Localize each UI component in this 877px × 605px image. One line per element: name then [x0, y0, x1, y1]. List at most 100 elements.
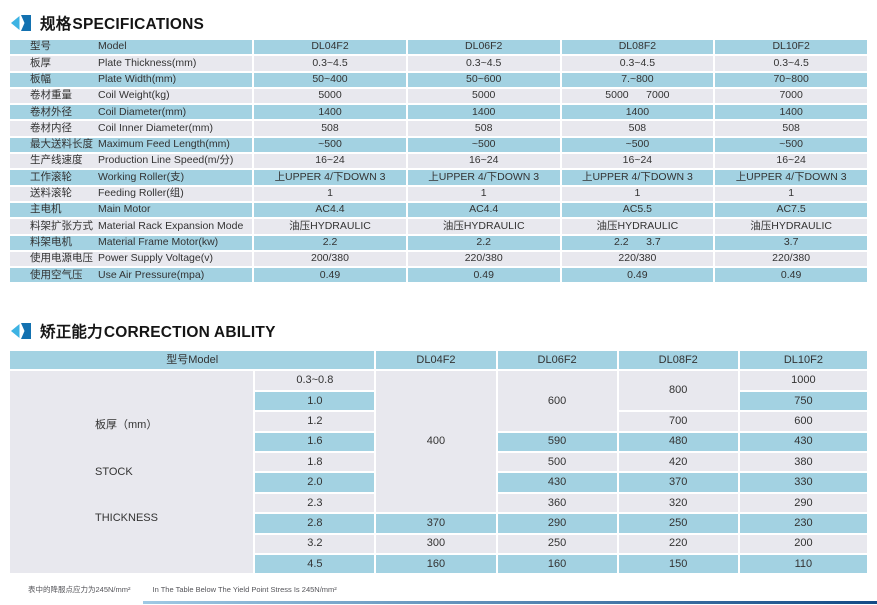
spec-row-coil-weight: 卷材重量 Coil Weight(kg) 5000 5000 5000 7000 … — [10, 88, 867, 104]
spec-row-plate-width: 板幅 Plate Width(mm) 50~400 50~600 7.~800 7… — [10, 72, 867, 87]
stock-thickness-label-cn: 板厚（mm） — [95, 419, 158, 432]
spec-cell: 上UPPER 4/下DOWN 3 — [407, 170, 560, 185]
stock-thickness-label-en1: STOCK — [95, 465, 133, 478]
spec-row-label: 卷材内径 Coil Inner Diameter(mm) — [10, 121, 253, 136]
model-header-dl10f2: DL10F2 — [715, 40, 867, 55]
spec-cell: AC5.5 — [561, 202, 714, 218]
footnote: 表中的降服点应力为245N/mm² In The Table Below The … — [28, 584, 337, 595]
spec-cell: 1400 — [254, 105, 406, 120]
spec-row-label: 主电机 Main Motor — [10, 202, 253, 218]
spec-row-rack-expansion: 料架扩张方式 Material Rack Expansion Mode 油压HYD… — [10, 219, 867, 234]
thickness-cell: 1.8 — [255, 452, 375, 472]
spec-cell: 1400 — [407, 105, 560, 120]
spec-cell: 0.3~4.5 — [407, 56, 560, 71]
spec-row-label: 板厚 Plate Thickness(mm) — [10, 56, 253, 71]
spec-row-max-feed-length: 最大送料长度 Maximum Feed Length(mm) ~500 ~500 … — [10, 137, 867, 153]
footer-accent-bar — [143, 601, 877, 604]
row-label-en: Material Frame Motor(kw) — [98, 235, 219, 248]
spec-row-coil-inner-diameter: 卷材内径 Coil Inner Diameter(mm) 508 508 508 … — [10, 121, 867, 136]
section-marker-icon — [11, 15, 31, 31]
corr-cell-dl08f2: 320 — [618, 493, 738, 513]
row-label-cn: 使用空气压 — [30, 268, 83, 281]
spec-cell: 7000 — [715, 88, 867, 104]
spec-cell: 16~24 — [407, 154, 560, 169]
corr-cell-dl08f2: 370 — [618, 473, 738, 492]
corr-cell-dl06f2: 250 — [497, 534, 617, 553]
corr-cell-dl06f2: 600 — [497, 371, 617, 431]
section1-title-cn: 规格 — [40, 16, 72, 33]
corr-cell-dl10f2: 750 — [739, 391, 867, 411]
spec-row-label: 料架扩张方式 Material Rack Expansion Mode — [10, 219, 253, 234]
corr-cell-dl04f2: 370 — [376, 514, 496, 533]
spec-cell: 1 — [561, 186, 714, 201]
corr-cell-dl04f2: 300 — [376, 534, 496, 553]
spec-cell: AC7.5 — [715, 202, 867, 218]
model-header-dl06f2: DL06F2 — [407, 40, 560, 55]
spec-cell: 上UPPER 4/下DOWN 3 — [254, 170, 406, 185]
footnote-cn: 表中的降服点应力为245N/mm² — [28, 585, 131, 594]
row-label-en: Power Supply Voltage(v) — [98, 252, 213, 265]
corr-cell-dl06f2: 430 — [497, 473, 617, 492]
row-label-cn: 料架电机 — [30, 235, 72, 248]
spec-cell: 7.~800 — [561, 72, 714, 87]
corr-row: 2.8 370 290 250 230 — [10, 514, 867, 533]
corr-row: 板厚（mm） STOCK THICKNESS 0.3~0.8 400 600 8… — [10, 371, 867, 574]
spec-cell: 220/380 — [715, 251, 867, 267]
corr-model-header-dl06f2: DL06F2 — [497, 351, 617, 370]
row-label-en: Plate Width(mm) — [98, 72, 177, 85]
footnote-en: In The Table Below The Yield Point Stres… — [152, 585, 337, 594]
thickness-cell: 4.5 — [255, 554, 375, 574]
thickness-cell: 2.0 — [255, 473, 375, 492]
row-label-cn: 最大送料长度 — [30, 138, 93, 151]
corr-cell-dl08f2: 700 — [618, 412, 738, 431]
row-label-en: Coil Diameter(mm) — [98, 105, 187, 118]
spec-cell: 油压HYDRAULIC — [561, 219, 714, 234]
thickness-cell: 1.0 — [255, 391, 375, 411]
spec-row-label: 生产线速度 Production Line Speed(m/分) — [10, 154, 253, 169]
row-label-cn: 工作滚轮 — [30, 170, 72, 183]
correction-ability-section-title: 矫正能力CORRECTION ABILITY — [10, 320, 276, 342]
spec-row-label: 使用空气压 Use Air Pressure(mpa) — [10, 268, 253, 283]
spec-row-main-motor: 主电机 Main Motor AC4.4 AC4.4 AC5.5 AC7.5 — [10, 202, 867, 218]
spec-cell: ~500 — [254, 137, 406, 153]
spec-cell: 508 — [254, 121, 406, 136]
spec-cell: 油压HYDRAULIC — [254, 219, 406, 234]
corr-cell-dl06f2: 360 — [497, 493, 617, 513]
spec-row-label: 最大送料长度 Maximum Feed Length(mm) — [10, 137, 253, 153]
row-label-cn: 卷材重量 — [30, 89, 72, 102]
corr-cell-dl06f2: 160 — [497, 554, 617, 574]
spec-cell: 16~24 — [561, 154, 714, 169]
corr-cell-dl08f2: 420 — [618, 452, 738, 472]
spec-cell: 油压HYDRAULIC — [407, 219, 560, 234]
corr-row: 4.5 160 160 150 110 — [10, 554, 867, 574]
specifications-table: 型号 Model DL04F2 DL06F2 DL08F2 DL10F2 板厚 Pl… — [8, 38, 869, 285]
corr-cell-dl06f2: 590 — [497, 432, 617, 451]
corr-cell-dl06f2: 500 — [497, 452, 617, 472]
spec-row-label: 板幅 Plate Width(mm) — [10, 72, 253, 87]
section2-title-en: CORRECTION ABILITY — [103, 324, 276, 341]
spec-cell: 220/380 — [561, 251, 714, 267]
spec-cell: ~500 — [407, 137, 560, 153]
corr-row: 1.2 700 600 — [10, 412, 867, 431]
corr-cell-dl08f2: 480 — [618, 432, 738, 451]
spec-cell: 1 — [254, 186, 406, 201]
spec-cell: 油压HYDRAULIC — [715, 219, 867, 234]
spec-cell: 0.49 — [407, 268, 560, 283]
row-label-cn: 使用电源电压 — [30, 252, 93, 265]
row-label-cn: 板幅 — [30, 72, 51, 85]
stock-thickness-label: 板厚（mm） STOCK THICKNESS — [10, 371, 254, 574]
spec-cell: AC4.4 — [407, 202, 560, 218]
corr-model-header-dl08f2: DL08F2 — [618, 351, 738, 370]
row-label-en: Main Motor — [98, 203, 151, 216]
spec-cell: 0.49 — [254, 268, 406, 283]
spec-row-air-pressure: 使用空气压 Use Air Pressure(mpa) 0.49 0.49 0.4… — [10, 268, 867, 283]
row-label-cn: 板厚 — [30, 56, 51, 69]
model-header-dl08f2: DL08F2 — [561, 40, 714, 55]
thickness-cell: 1.2 — [255, 412, 375, 431]
row-label-en: Production Line Speed(m/分) — [98, 154, 234, 167]
spec-row-feeding-roller: 送料滚轮 Feeding Roller(组) 1 1 1 1 — [10, 186, 867, 201]
spec-cell: 2.2 — [254, 235, 406, 250]
spec-cell: 2.2 — [407, 235, 560, 250]
spec-cell: 1 — [407, 186, 560, 201]
row-label-en: Coil Inner Diameter(mm) — [98, 121, 213, 134]
